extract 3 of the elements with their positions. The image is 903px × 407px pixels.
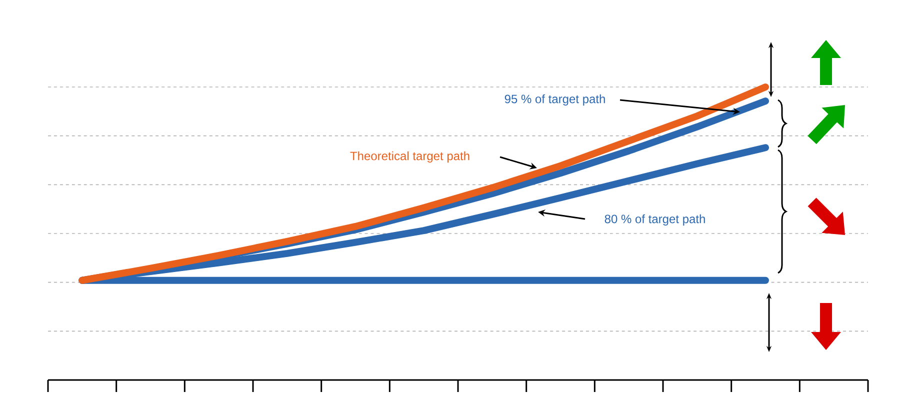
text: 95 % of target path [504,94,605,106]
text: 80 % of target path [604,214,705,226]
text: Theoretical target path [350,151,470,163]
